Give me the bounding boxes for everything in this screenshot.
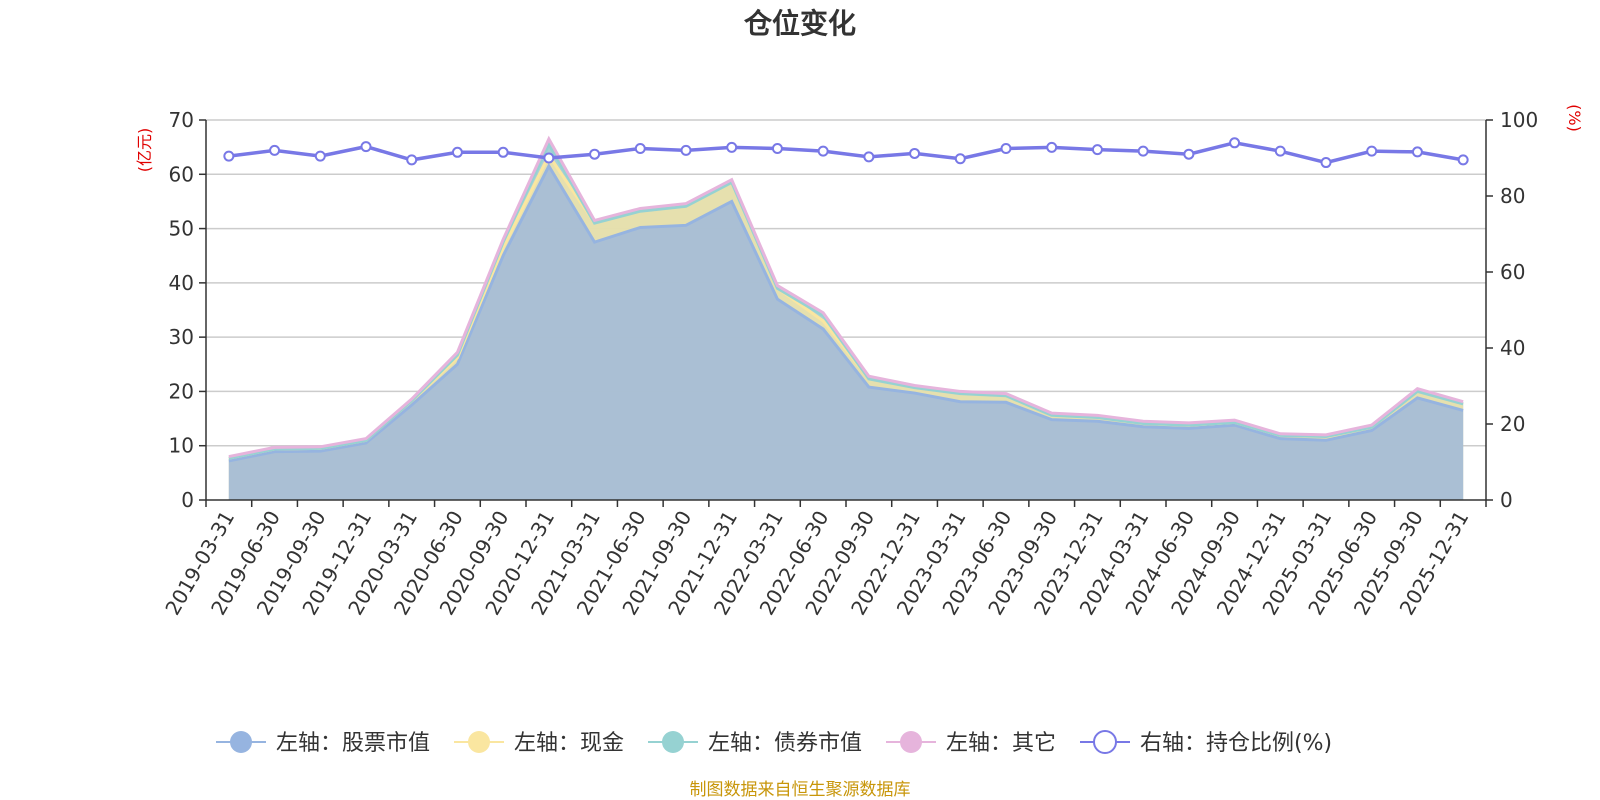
left-tick-label: 50 — [169, 217, 194, 241]
ratio-point — [1366, 145, 1378, 157]
left-axis-unit: (亿元) — [135, 128, 154, 173]
ratio-point — [726, 141, 738, 153]
right-tick-label: 0 — [1500, 488, 1513, 512]
ratio-point — [269, 144, 281, 156]
ratio-point — [1137, 145, 1149, 157]
right-tick-label: 40 — [1500, 336, 1525, 360]
left-tick-label: 20 — [169, 379, 194, 403]
left-tick-label: 40 — [169, 271, 194, 295]
ratio-point — [771, 143, 783, 154]
ratio-point — [1274, 145, 1286, 157]
legend-marker — [230, 731, 252, 753]
left-tick-label: 60 — [169, 162, 194, 186]
ratio-point — [1183, 148, 1195, 160]
ratio-point — [954, 153, 966, 165]
legend-item: 左轴：股票市值 — [216, 731, 430, 756]
legend-marker — [1093, 730, 1117, 754]
legend-label: 右轴：持仓比例(%) — [1140, 731, 1332, 756]
ratio-point — [360, 141, 372, 153]
right-axis-unit: (%) — [1565, 104, 1584, 132]
area-edge-左轴：股票市值 — [228, 163, 1464, 463]
legend-item: 左轴：现金 — [454, 731, 624, 756]
legend-item: 右轴：持仓比例(%) — [1080, 730, 1332, 756]
ratio-point — [314, 150, 326, 162]
right-tick-label: 20 — [1500, 412, 1525, 436]
ratio-point — [1411, 146, 1423, 158]
legend-label: 左轴：债券市值 — [708, 731, 862, 756]
ratio-point — [223, 150, 235, 162]
ratio-point — [497, 146, 509, 158]
ratio-point — [863, 151, 875, 163]
ratio-point — [451, 146, 463, 158]
data-source-note: 制图数据来自恒生聚源数据库 — [690, 780, 911, 800]
ratio-point — [543, 152, 555, 164]
left-tick-label: 30 — [169, 325, 194, 349]
left-tick-label: 0 — [181, 488, 194, 512]
legend-marker — [900, 731, 922, 753]
area-edge-左轴：债券市值 — [228, 141, 1464, 460]
ratio-point — [1229, 137, 1241, 149]
ratio-point — [1457, 154, 1469, 166]
legend-label: 左轴：现金 — [514, 731, 624, 756]
stacked-areas — [228, 135, 1464, 501]
ratio-point — [680, 144, 692, 156]
ratio-line — [228, 141, 1464, 165]
left-tick-label: 70 — [169, 108, 194, 132]
chart-title: 仓位变化 — [744, 7, 856, 40]
ratio-point — [634, 143, 646, 154]
ratio-point — [1046, 141, 1058, 153]
left-tick-label: 10 — [169, 434, 194, 458]
legend-marker — [662, 731, 684, 753]
area-左轴：股票市值 — [228, 166, 1464, 500]
legend-marker — [468, 731, 490, 753]
legend-label: 左轴：股票市值 — [276, 731, 430, 756]
ratio-point — [1320, 157, 1332, 169]
right-tick-label: 100 — [1500, 108, 1538, 132]
legend-item: 左轴：债券市值 — [648, 731, 862, 756]
ratio-point — [1091, 144, 1103, 156]
ratio-point — [406, 154, 418, 166]
legend: 左轴：股票市值 左轴：现金 左轴：债券市值 左轴：其它 右轴：持仓比例(%) — [216, 730, 1332, 756]
holding-ratio-line — [223, 137, 1469, 169]
legend-label: 左轴：其它 — [946, 731, 1056, 756]
ratio-point — [909, 147, 921, 159]
right-tick-label: 60 — [1500, 260, 1525, 284]
right-tick-label: 80 — [1500, 184, 1525, 208]
area-edge-左轴：其它 — [228, 135, 1464, 459]
ratio-point — [589, 148, 601, 160]
ratio-point — [817, 145, 829, 157]
legend-item: 左轴：其它 — [886, 731, 1056, 756]
ratio-point — [1000, 143, 1012, 154]
